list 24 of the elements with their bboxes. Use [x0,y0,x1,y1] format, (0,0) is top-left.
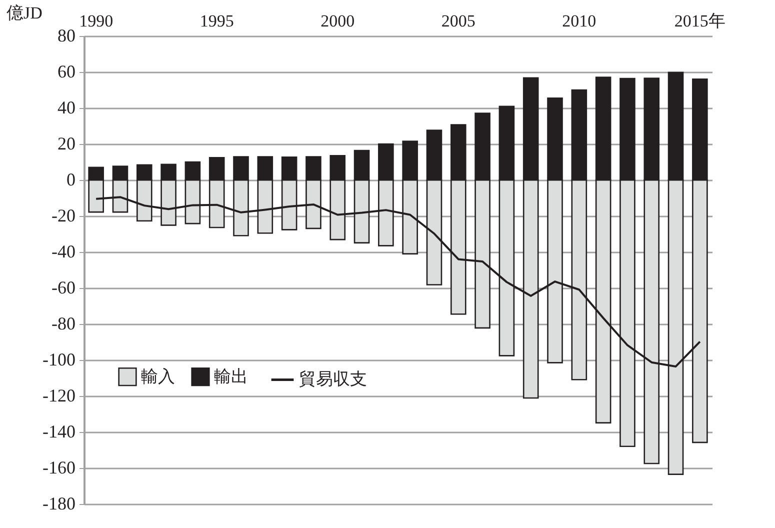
y-tick-label: 0 [66,170,76,190]
y-tick-label: -180 [42,494,76,514]
y-tick-label: -140 [42,422,76,442]
legend-label: 輸出 [214,366,248,387]
y-tick-label: -60 [52,278,76,298]
x-tick-label: 2010 [562,12,596,30]
legend-label: 輸入 [141,366,175,387]
y-tick-label: -40 [52,242,76,262]
y-tick-label: 40 [58,98,76,118]
y-tick-label: -160 [42,458,76,478]
x-tick-label: 1990 [79,12,114,30]
y-tick-label: -120 [42,386,76,406]
y-tick-label: 60 [58,62,76,82]
x-tick-label: 2015年 [674,12,726,30]
y-tick-label: -100 [42,350,76,370]
legend-label: 貿易収支 [299,370,367,390]
y-tick-label: 20 [58,134,76,154]
y-tick-label: 80 [58,26,76,46]
y-tick-label: -20 [52,206,76,226]
y-axis-title: 億JD [6,4,42,22]
x-tick-label: 1995 [200,12,234,30]
x-tick-label: 2000 [320,12,355,30]
x-tick-label: 2005 [441,12,476,30]
y-tick-label: -80 [52,314,76,334]
